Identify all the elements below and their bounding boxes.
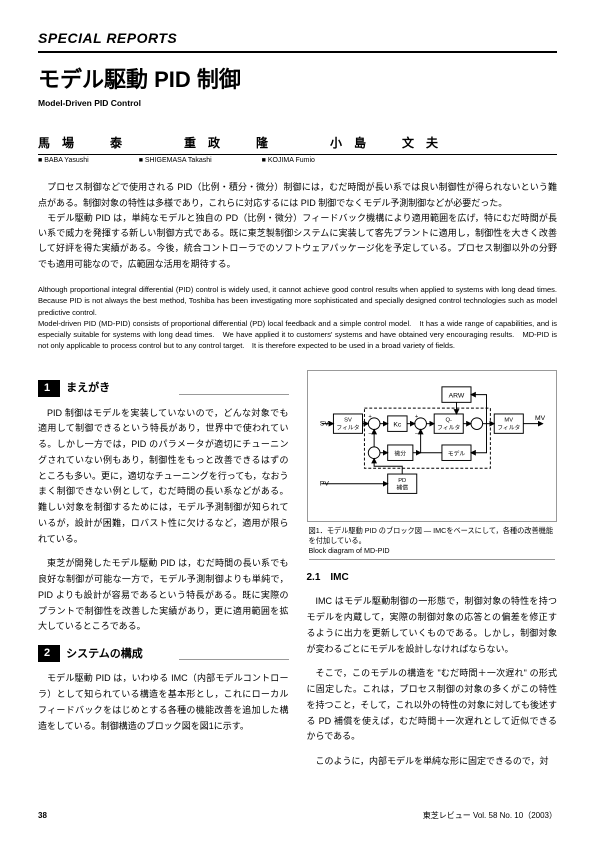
section-2-num: 2 bbox=[38, 645, 60, 662]
author-jp-1: 馬場 泰 bbox=[38, 134, 134, 152]
right-p3: このように，内部モデルを単純な形に固定できるので，対 bbox=[307, 754, 558, 770]
author-en-3: KOJIMA Fumio bbox=[262, 156, 315, 167]
section-1-rule bbox=[179, 393, 288, 395]
section-1-head: 1 まえがき bbox=[38, 380, 289, 397]
sig-mv: MV bbox=[534, 414, 545, 421]
svg-text:−: − bbox=[368, 431, 372, 437]
section-1-title: まえがき bbox=[66, 380, 175, 397]
svg-text:−: − bbox=[414, 431, 418, 437]
authors-en-row: BABA Yasushi SHIGEMASA Takashi KOJIMA Fu… bbox=[38, 156, 557, 167]
svg-text:フィルタ: フィルタ bbox=[437, 423, 460, 431]
authors-underline bbox=[38, 154, 557, 155]
svg-text:MV: MV bbox=[504, 417, 513, 423]
title-jp: モデル駆動 PID 制御 bbox=[38, 63, 557, 96]
figure-1-box: ARW SV フィルタ + − Kc + − Q- フィルタ bbox=[307, 370, 558, 523]
svg-text:補償: 補償 bbox=[396, 483, 408, 491]
block-diagram-svg: ARW SV フィルタ + − Kc + − Q- フィルタ bbox=[316, 379, 549, 509]
author-jp-3: 小島 文夫 bbox=[330, 134, 450, 152]
author-en-1: BABA Yasushi bbox=[38, 156, 89, 167]
section-2-head: 2 システムの構成 bbox=[38, 645, 289, 662]
section-2-rule bbox=[179, 658, 288, 660]
left-p3: モデル駆動 PID は，いわゆる IMC（内部モデルコントローラ）として知られて… bbox=[38, 671, 289, 734]
page-number: 38 bbox=[38, 810, 47, 822]
section-1-num: 1 bbox=[38, 380, 60, 397]
svg-text:PD: PD bbox=[398, 477, 406, 483]
journal-ref: 東芝レビュー Vol. 58 No. 10（2003） bbox=[423, 810, 557, 822]
right-column: ARW SV フィルタ + − Kc + − Q- フィルタ bbox=[307, 370, 558, 779]
section-2-title: システムの構成 bbox=[66, 646, 175, 663]
right-p1: IMC はモデル駆動制御の一形態で，制御対象の特性を持つモデルを内蔵して，実際の… bbox=[307, 594, 558, 657]
subsection-2-1: 2.1 IMC bbox=[307, 570, 558, 585]
svg-text:フィルタ: フィルタ bbox=[497, 423, 520, 431]
author-en-2: SHIGEMASA Takashi bbox=[139, 156, 212, 167]
abstract-en: Although proportional integral different… bbox=[38, 284, 557, 352]
special-reports-label: SPECIAL REPORTS bbox=[38, 28, 557, 53]
left-p1: PID 制御はモデルを実装していないので，どんな対象でも適用して制御できるという… bbox=[38, 406, 289, 548]
left-column: 1 まえがき PID 制御はモデルを実装していないので，どんな対象でも適用して制… bbox=[38, 370, 289, 779]
authors-jp-row: 馬場 泰 重政 隆 小島 文夫 bbox=[38, 134, 557, 152]
fig-caption-jp: 図1．モデル駆動 PID のブロック図 ― IMCをベースにして，各種の改善機能… bbox=[309, 526, 554, 545]
svg-text:フィルタ: フィルタ bbox=[336, 423, 359, 431]
fig-caption-en: Block diagram of MD-PID bbox=[309, 546, 556, 556]
blk-arw: ARW bbox=[448, 392, 464, 399]
svg-text:Q-: Q- bbox=[445, 417, 452, 423]
figure-1-caption: 図1．モデル駆動 PID のブロック図 ― IMCをベースにして，各種の改善機能… bbox=[309, 526, 556, 560]
left-p2: 東芝が開発したモデル駆動 PID は，むだ時間の長い系でも良好な制御が可能な一方… bbox=[38, 556, 289, 635]
title-en: Model-Driven PID Control bbox=[38, 97, 557, 110]
svg-text:SV: SV bbox=[344, 417, 352, 423]
right-p2: そこで，このモデルの構造を "むだ時間＋一次遅れ" の形式に固定した。これは，プ… bbox=[307, 666, 558, 745]
author-jp-2: 重政 隆 bbox=[184, 134, 280, 152]
blk-diff: 微分 bbox=[394, 449, 406, 457]
abstract-jp: プロセス制御などで使用される PID（比例・積分・微分）制御には，むだ時間が長い… bbox=[38, 180, 557, 272]
blk-kc: Kc bbox=[393, 421, 402, 428]
blk-model: モデル bbox=[447, 449, 465, 457]
page-footer: 38 東芝レビュー Vol. 58 No. 10（2003） bbox=[38, 810, 557, 822]
